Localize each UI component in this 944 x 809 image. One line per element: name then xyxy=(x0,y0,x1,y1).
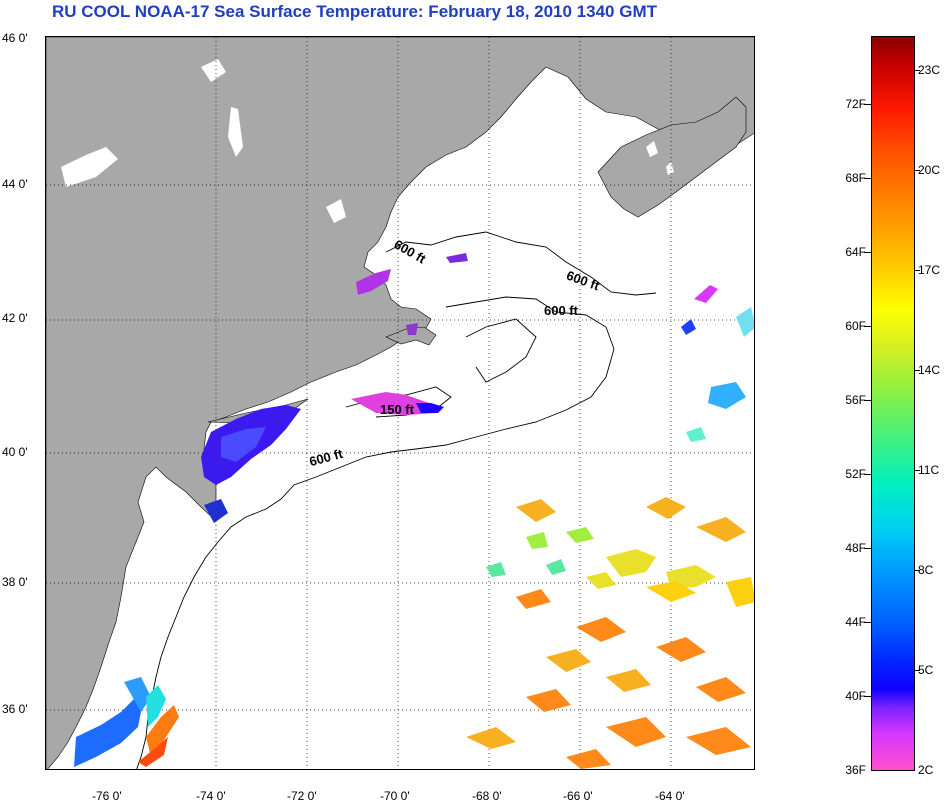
colorbar-tick-c: 2C xyxy=(918,763,934,777)
map-canvas xyxy=(46,37,754,769)
colorbar-tickmark xyxy=(915,370,920,371)
colorbar-tick-c: 11C xyxy=(918,463,940,477)
latitude-label-40: 40 0' xyxy=(2,445,28,459)
contour-label: 600 ft xyxy=(544,303,578,318)
colorbar-tick-f: 44F xyxy=(845,615,866,629)
colorbar-tick-f: 40F xyxy=(845,689,866,703)
colorbar-tick-f: 72F xyxy=(845,97,866,111)
colorbar-tickmark xyxy=(864,548,871,549)
colorbar-tickmark xyxy=(864,178,871,179)
colorbar-tick-c: 14C xyxy=(918,363,941,377)
colorbar-tick-c: 17C xyxy=(918,263,941,277)
colorbar-tickmark xyxy=(915,170,920,171)
map-title: RU COOL NOAA-17 Sea Surface Temperature:… xyxy=(52,2,657,21)
longitude-label-66: -66 0' xyxy=(563,789,593,803)
colorbar-tickmark xyxy=(864,696,871,697)
colorbar-tick-f: 56F xyxy=(845,393,866,407)
latitude-label-46: 46 0' xyxy=(2,31,28,45)
longitude-label-70: -70 0' xyxy=(380,789,410,803)
longitude-label-74: -74 0' xyxy=(196,789,226,803)
longitude-label-72: -72 0' xyxy=(287,789,317,803)
colorbar-tickmark xyxy=(915,570,920,571)
colorbar-tickmark xyxy=(915,270,920,271)
contour-label: 150 ft xyxy=(380,402,414,417)
colorbar-tick-c: 23C xyxy=(918,63,941,77)
longitude-label-76: -76 0' xyxy=(92,789,122,803)
colorbar-tickmark xyxy=(864,326,871,327)
sst-map[interactable] xyxy=(45,36,755,770)
colorbar-tick-c: 20C xyxy=(918,163,941,177)
land-mainland xyxy=(46,37,754,769)
colorbar-tick-f: 48F xyxy=(845,541,866,555)
longitude-label-64: -64 0' xyxy=(655,789,685,803)
latitude-label-38: 38 0' xyxy=(2,575,28,589)
colorbar-tick-c: 5C xyxy=(918,663,934,677)
colorbar-tick-f: 60F xyxy=(845,319,866,333)
colorbar-tickmark xyxy=(915,70,920,71)
colorbar-tick-f: 64F xyxy=(845,245,866,259)
colorbar-tickmark xyxy=(864,400,871,401)
colorbar-tick-f: 52F xyxy=(845,467,866,481)
colorbar-tickmark xyxy=(915,670,920,671)
land-layer xyxy=(46,37,754,769)
colorbar-tick-f: 36F xyxy=(845,763,866,777)
colorbar-tickmark xyxy=(864,104,871,105)
temperature-colorbar xyxy=(871,36,915,771)
sst-data xyxy=(74,253,754,769)
latitude-label-42: 42 0' xyxy=(2,311,28,325)
colorbar-tickmark xyxy=(864,622,871,623)
land-nova-scotia xyxy=(597,96,747,218)
latitude-label-36: 36 0' xyxy=(2,702,28,716)
latitude-label-44: 44 0' xyxy=(2,177,28,191)
colorbar-tickmark xyxy=(864,252,871,253)
colorbar-tickmark xyxy=(915,470,920,471)
longitude-label-68: -68 0' xyxy=(472,789,502,803)
colorbar-tickmark xyxy=(864,474,871,475)
lakes-layer xyxy=(61,59,674,223)
colorbar-tick-c: 8C xyxy=(918,563,934,577)
colorbar-tick-f: 68F xyxy=(845,171,866,185)
